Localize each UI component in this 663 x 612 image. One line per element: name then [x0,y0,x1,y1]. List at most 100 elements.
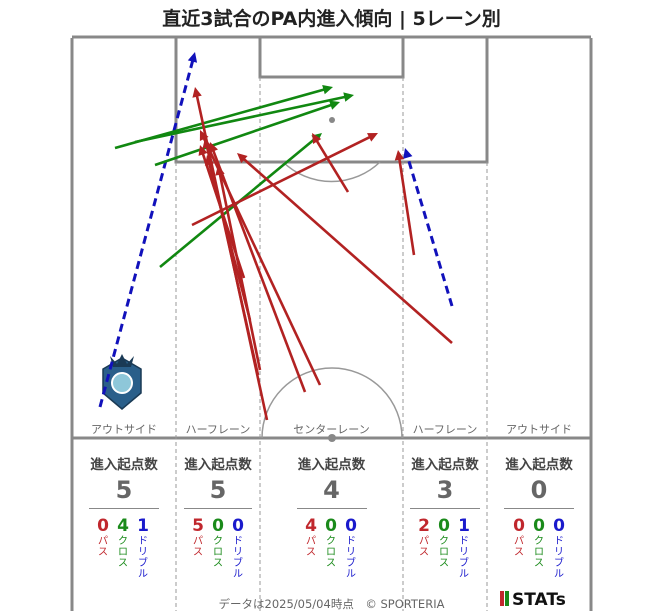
lane-stat-divider [184,508,252,509]
lane-label-right-outside: アウトサイド [506,423,572,436]
lane-stat-heading: 進入起点数 [184,457,252,473]
pass-label: パス [514,536,524,558]
penalty-arc [282,161,381,183]
lane-pass-count: 2 パス [414,516,434,558]
lane-label-left-half: ハーフレーン [185,423,251,436]
cross-label: クロス [118,536,128,569]
dribble-count-value: 0 [232,516,244,536]
pass-arrow-line [241,157,453,344]
cross-arrow-line [154,103,334,167]
dribble-arrow-head [403,148,413,159]
lane-stat-total: 5 [209,476,227,504]
lane-stat-heading: 進入起点数 [505,457,573,473]
penalty-spot [329,117,335,123]
lane-stat-heading: 進入起点数 [90,457,158,473]
penalty-area [174,37,489,164]
dribble-label: ドリブル [233,536,243,580]
cross-label: クロス [534,536,544,569]
lane-label-right-half: ハーフレーン [412,423,478,436]
cross-count-value: 0 [212,516,224,536]
lane-stat-divider [89,508,159,509]
dribble-arrow-line [405,154,454,307]
pass-label: パス [193,536,203,558]
pass-arrow-head [312,133,322,144]
lane-pass-count: 4 パス [301,516,321,558]
pass-count-value: 0 [513,516,525,536]
dribble-count-value: 1 [137,516,149,536]
cross-arrow-head [322,85,333,95]
dribble-label: ドリブル [554,536,564,580]
pass-count-value: 4 [305,516,317,536]
pass-label: パス [419,536,429,558]
lane-dribble-count: 0 ドリブル [549,516,569,580]
cross-arrow-line [134,95,347,144]
dribble-label: ドリブル [459,536,469,580]
lane-dribble-count: 1 ドリブル [454,516,474,580]
pass-arrow-head [367,133,378,142]
pass-arrow-head [394,150,405,161]
lane-stat-heading: 進入起点数 [411,457,479,473]
lane-stat-divider [410,508,480,509]
dribble-count-value: 0 [553,516,565,536]
cross-count-value: 0 [533,516,545,536]
lane-pass-count: 0 パス [93,516,113,558]
center-spot [328,434,336,442]
lane-pass-count: 5 パス [188,516,208,558]
cross-label: クロス [439,536,449,569]
dribble-label: ドリブル [138,536,148,580]
lane-cross-count: 4 クロス [113,516,133,569]
lane-label-left-outside: アウトサイド [91,423,157,436]
dribble-arrow-head [187,52,198,63]
dribble-count-value: 0 [345,516,357,536]
pass-count-value: 0 [97,516,109,536]
stats-logo-text: STATs [512,590,566,610]
crest-emblem-icon [111,372,133,394]
lane-dribble-count: 0 ドリブル [341,516,361,580]
pass-arrow-line [314,138,350,193]
lane-pass-count: 0 パス [509,516,529,558]
dribble-arrow-line [98,59,195,408]
cross-label: クロス [213,536,223,569]
goal-area [258,37,405,79]
lane-cross-count: 0 クロス [434,516,454,569]
stats-logo-icon [500,591,509,606]
pass-arrow-head [199,130,209,141]
dribble-count-value: 1 [458,516,470,536]
lane-stat-total: 4 [323,476,340,504]
stats-logo: STATs [500,590,566,610]
cross-arrow-head [343,92,354,102]
lane-dribble-count: 0 ドリブル [228,516,248,580]
pass-label: パス [98,536,108,558]
pass-count-value: 2 [418,516,430,536]
crest-crown-icon [110,354,134,367]
pass-label: パス [306,536,316,558]
lane-stat-divider [297,508,367,509]
pass-arrow-head [198,145,208,156]
pass-count-value: 5 [192,516,204,536]
pass-arrow-head [237,153,248,164]
center-circle [261,367,403,439]
data-date-footer: データは2025/05/04時点 © SPORTERIA [218,597,445,611]
lane-stat-total: 3 [436,476,454,504]
cross-label: クロス [326,536,336,569]
lane-stat-total: 0 [530,476,548,504]
lane-dribble-count: 1 ドリブル [133,516,153,580]
lane-label-center: センターレーン [293,423,370,436]
lane-cross-count: 0 クロス [529,516,549,569]
cross-arrow-head [329,100,340,110]
pass-arrow-head [209,142,218,153]
dribble-label: ドリブル [346,536,356,580]
pass-arrow-head [192,87,202,98]
pass-arrow-head [204,155,215,166]
lane-stat-heading: 進入起点数 [297,457,366,473]
lane-stat-divider [504,508,574,509]
pass-arrow-line [211,148,307,393]
cross-count-value: 0 [438,516,450,536]
pass-arrow-head [215,165,225,176]
cross-count-value: 0 [325,516,337,536]
lane-cross-count: 0 クロス [321,516,341,569]
pass-arrow-line [397,157,416,256]
pass-arrow-line [218,172,262,371]
chart-title: 直近3試合のPA内進入傾向 | 5レーン別 [162,8,501,30]
